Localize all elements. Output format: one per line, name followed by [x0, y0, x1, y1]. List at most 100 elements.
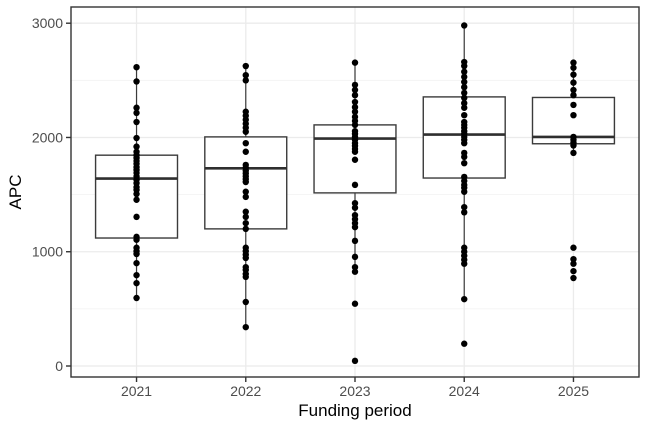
data-point-2023 — [351, 91, 359, 99]
data-point-2022 — [242, 188, 249, 195]
data-point-2022 — [242, 62, 249, 70]
data-point-2023 — [351, 121, 359, 129]
data-point-2024 — [461, 153, 468, 161]
data-point-2024 — [461, 188, 468, 195]
data-point-2024 — [461, 94, 468, 102]
data-point-2023 — [351, 263, 359, 271]
data-point-2024 — [461, 68, 468, 75]
data-point-2023 — [351, 156, 359, 163]
data-point-2024 — [461, 111, 468, 119]
data-point-2023 — [351, 108, 359, 115]
y-tick-label: 2000 — [32, 129, 63, 145]
data-point-2021 — [133, 271, 140, 279]
data-point-2023 — [351, 148, 359, 155]
data-point-2021 — [133, 294, 140, 302]
data-point-2025 — [570, 91, 577, 99]
data-point-2022 — [242, 298, 249, 306]
data-point-2025 — [570, 64, 577, 71]
data-point-2023 — [351, 253, 359, 261]
data-point-2022 — [242, 254, 249, 262]
data-point-2025 — [570, 255, 577, 263]
data-point-2025 — [570, 267, 577, 275]
data-point-2023 — [351, 300, 359, 307]
y-tick-label: 1000 — [32, 244, 63, 260]
data-point-2021 — [133, 118, 140, 126]
data-point-2021 — [133, 279, 140, 287]
data-point-2024 — [461, 159, 468, 167]
data-point-2024 — [461, 99, 468, 107]
data-point-2024 — [461, 209, 468, 216]
data-point-2022 — [242, 213, 249, 221]
data-point-2025 — [570, 111, 577, 119]
x-tick-label: 2022 — [230, 383, 261, 399]
data-point-2021 — [133, 236, 140, 243]
data-point-2023 — [351, 103, 359, 111]
x-tick-label: 2023 — [339, 383, 370, 399]
data-point-2021 — [133, 63, 140, 71]
data-point-2021 — [133, 104, 140, 111]
data-point-2023 — [351, 268, 359, 275]
data-point-2022 — [242, 219, 249, 227]
y-tick-label: 3000 — [32, 15, 63, 31]
data-point-2021 — [133, 78, 140, 85]
data-point-2024 — [461, 62, 468, 70]
data-point-2022 — [242, 323, 249, 331]
data-point-2024 — [461, 73, 468, 81]
data-point-2021 — [133, 213, 140, 221]
data-point-2022 — [242, 71, 249, 79]
data-point-2023 — [351, 223, 359, 231]
data-point-2022 — [242, 77, 249, 84]
data-point-2021 — [133, 259, 140, 267]
data-point-2025 — [570, 244, 577, 251]
data-point-2024 — [461, 22, 468, 29]
data-point-2025 — [570, 142, 577, 149]
data-point-2023 — [351, 86, 359, 94]
data-point-2024 — [461, 89, 468, 97]
y-axis-title: APC — [6, 174, 25, 210]
data-point-2023 — [351, 98, 359, 106]
y-tick-label: 0 — [55, 358, 63, 374]
data-point-2024 — [461, 295, 468, 303]
data-point-2021 — [133, 143, 140, 150]
data-point-2022 — [242, 273, 249, 281]
data-point-2023 — [351, 357, 359, 365]
data-point-2024 — [461, 83, 468, 91]
x-tick-label: 2024 — [449, 383, 480, 399]
data-point-2024 — [461, 203, 468, 211]
data-point-2024 — [461, 139, 468, 147]
data-point-2025 — [570, 59, 577, 66]
data-point-2021 — [133, 250, 140, 258]
data-point-2025 — [570, 274, 577, 282]
data-point-2023 — [351, 181, 359, 189]
data-point-2022 — [242, 178, 249, 186]
data-point-2025 — [570, 71, 577, 78]
data-point-2023 — [351, 59, 359, 66]
data-point-2025 — [570, 79, 577, 86]
x-axis-title: Funding period — [298, 401, 412, 420]
data-point-2024 — [461, 104, 468, 111]
data-point-2022 — [242, 139, 249, 147]
data-point-2022 — [242, 208, 249, 215]
data-point-2024 — [461, 340, 468, 347]
data-point-2025 — [570, 260, 577, 267]
data-point-2021 — [133, 196, 140, 203]
data-point-2022 — [242, 193, 249, 201]
data-point-2023 — [351, 199, 359, 207]
data-point-2021 — [133, 134, 140, 142]
data-point-2025 — [570, 101, 577, 109]
x-tick-label: 2021 — [121, 383, 152, 399]
data-point-2025 — [570, 86, 577, 94]
data-point-2021 — [133, 190, 140, 198]
data-point-2024 — [461, 78, 468, 86]
data-point-2022 — [242, 225, 249, 233]
data-point-2021 — [133, 109, 140, 117]
data-point-2022 — [242, 148, 249, 155]
x-tick-label: 2025 — [558, 383, 589, 399]
data-point-2022 — [242, 128, 249, 135]
data-point-2024 — [461, 260, 468, 267]
data-point-2023 — [351, 204, 359, 211]
data-point-2023 — [351, 237, 359, 245]
data-point-2025 — [570, 149, 577, 157]
